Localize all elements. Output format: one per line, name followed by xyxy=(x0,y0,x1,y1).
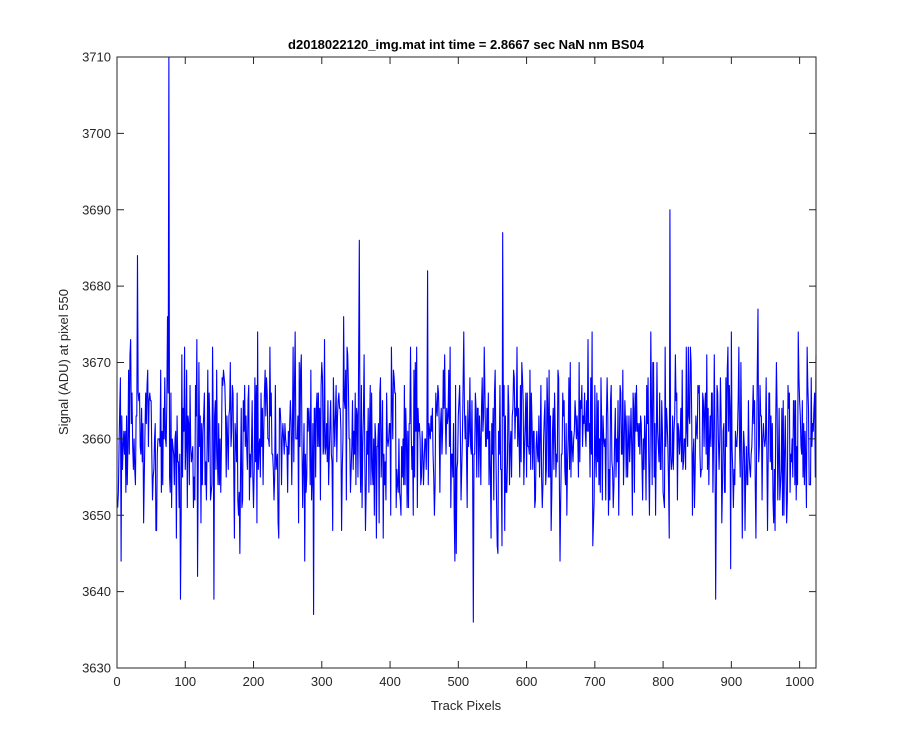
y-tick-label: 3640 xyxy=(82,584,111,599)
x-tick-label: 200 xyxy=(243,674,265,689)
x-axis-label: Track Pixels xyxy=(431,698,502,713)
y-tick-label: 3650 xyxy=(82,508,111,523)
y-tick-label: 3680 xyxy=(82,279,111,294)
y-axis-label: Signal (ADU) at pixel 550 xyxy=(56,289,71,435)
x-tick-label: 800 xyxy=(652,674,674,689)
x-tick-label: 0 xyxy=(113,674,120,689)
x-tick-label: 1000 xyxy=(785,674,814,689)
y-tick-label: 3690 xyxy=(82,202,111,217)
y-tick-label: 3670 xyxy=(82,355,111,370)
y-tick-label: 3710 xyxy=(82,50,111,65)
y-tick-label: 3700 xyxy=(82,126,111,141)
y-tick-label: 3660 xyxy=(82,431,111,446)
x-axis-ticks: 0 100 200 300 400 500 600 700 800 900 1000 xyxy=(113,57,814,689)
x-tick-label: 600 xyxy=(516,674,538,689)
series-layer xyxy=(117,56,817,623)
x-tick-label: 900 xyxy=(721,674,743,689)
x-tick-label: 300 xyxy=(311,674,333,689)
x-tick-label: 500 xyxy=(447,674,469,689)
y-axis-ticks: 3630 3640 3650 3660 3670 3680 3690 3700 3710 xyxy=(82,50,816,676)
plot-area xyxy=(117,57,816,668)
x-tick-label: 100 xyxy=(174,674,196,689)
chart-title: d2018022120_img.mat int time = 2.8667 se… xyxy=(288,37,645,52)
x-tick-label: 400 xyxy=(379,674,401,689)
x-tick-label: 700 xyxy=(584,674,606,689)
signal-series-line xyxy=(117,56,817,623)
y-tick-label: 3630 xyxy=(82,661,111,676)
